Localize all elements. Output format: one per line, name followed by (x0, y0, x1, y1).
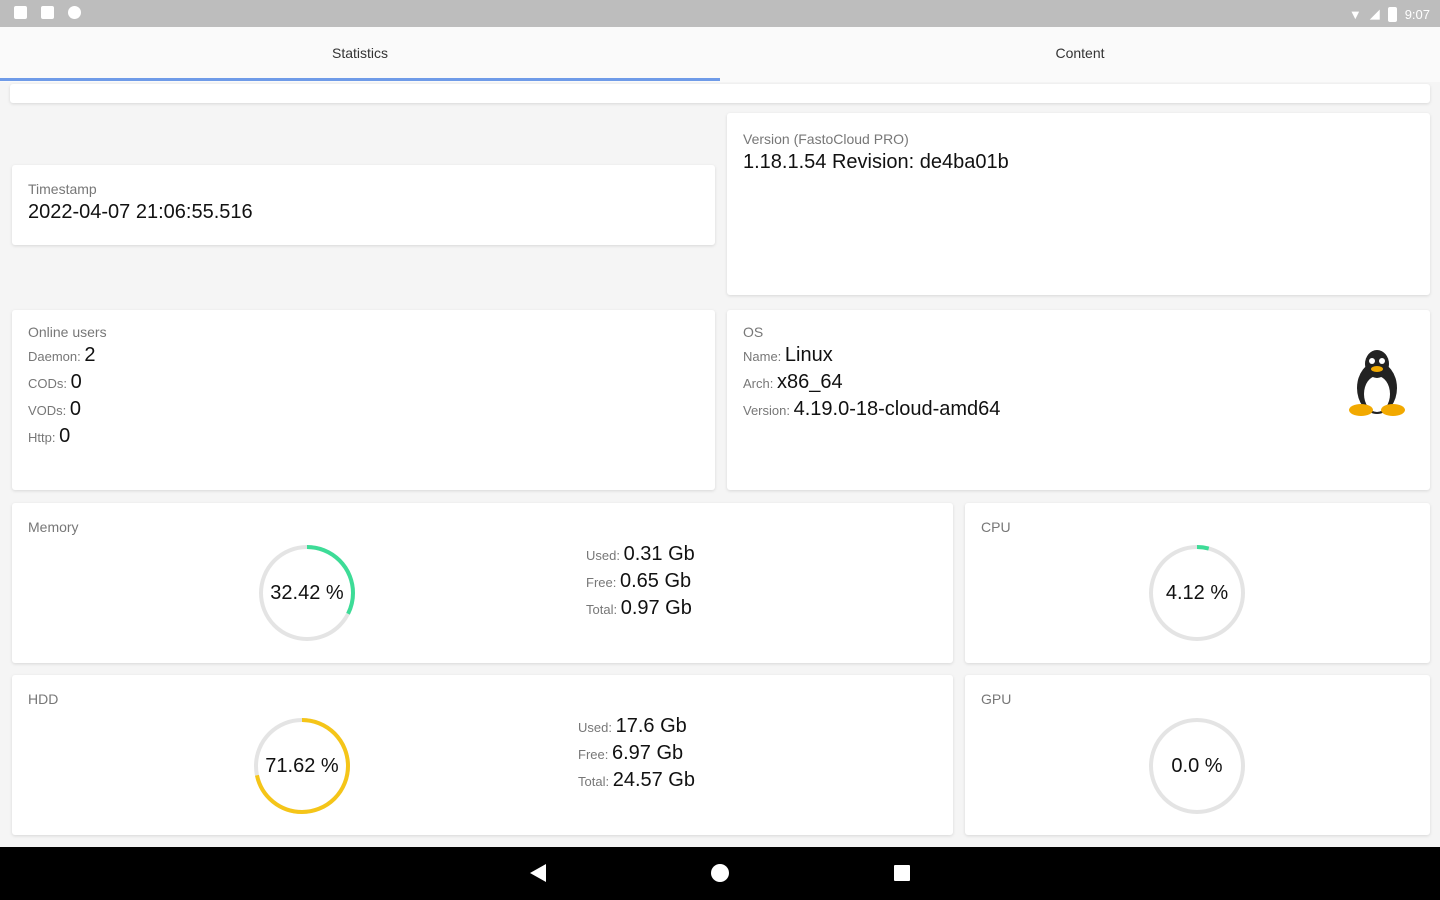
memory-gauge: 32.42 % (257, 543, 357, 643)
status-bar: ▼ ◢ 9:07 (0, 0, 1440, 27)
memory-total-row: Total: 0.97 Gb (586, 597, 692, 619)
gpu-card: GPU 0.0 % (965, 675, 1430, 835)
daemon-row: Daemon: 2 (28, 344, 96, 366)
http-row: Http: 0 (28, 425, 71, 447)
notification-icon (14, 6, 27, 19)
os-version-row: Version: 4.19.0-18-cloud-amd64 (743, 398, 1001, 420)
recents-icon[interactable] (893, 864, 911, 882)
version-card: Version (FastoCloud PRO) 1.18.1.54 Revis… (727, 113, 1430, 295)
hdd-used-row: Used: 17.6 Gb (578, 715, 687, 737)
top-card (10, 84, 1430, 103)
os-card: OS Name: Linux Arch: x86_64 Version: 4.1… (727, 310, 1430, 490)
gauge-track (1149, 718, 1245, 814)
online-users-card: Online users Daemon: 2 CODs: 0 VODs: 0 H… (12, 310, 715, 490)
hdd-gauge: 71.62 % (252, 716, 352, 816)
online-users-label: Online users (28, 324, 107, 340)
hdd-label: HDD (28, 691, 59, 707)
gauge-arc (1149, 545, 1245, 641)
memory-card: Memory 32.42 % Used: 0.31 Gb Free: 0.65 … (12, 503, 953, 663)
cods-row: CODs: 0 (28, 371, 82, 393)
sync-icon (68, 6, 81, 19)
os-name-row: Name: Linux (743, 344, 833, 366)
version-label: Version (FastoCloud PRO) (743, 131, 909, 147)
hdd-total-row: Total: 24.57 Gb (578, 769, 695, 791)
memory-free-row: Free: 0.65 Gb (586, 570, 692, 592)
vods-row: VODs: 0 (28, 398, 82, 420)
wifi-icon: ▼ (1348, 6, 1362, 22)
gauge-arc (254, 718, 350, 814)
tab-bar: Statistics Content (0, 27, 1440, 82)
memory-used-row: Used: 0.31 Gb (586, 543, 695, 565)
tab-content[interactable]: Content (1055, 45, 1105, 61)
os-arch-row: Arch: x86_64 (743, 371, 843, 393)
hdd-free-row: Free: 6.97 Gb (578, 742, 684, 764)
back-icon[interactable] (528, 863, 548, 883)
timestamp-value: 2022-04-07 21:06:55.516 (28, 201, 253, 223)
gpu-label: GPU (981, 691, 1012, 707)
navigation-bar (0, 847, 1440, 900)
home-icon[interactable] (710, 863, 730, 883)
signal-icon: ◢ (1369, 6, 1380, 21)
gpu-gauge: 0.0 % (1147, 716, 1247, 816)
sd-card-icon (41, 6, 54, 19)
cpu-card: CPU 4.12 % (965, 503, 1430, 663)
battery-icon (1387, 6, 1397, 22)
gauge-arc (259, 545, 355, 641)
version-value: 1.18.1.54 Revision: de4ba01b (743, 151, 1009, 173)
timestamp-label: Timestamp (28, 181, 97, 197)
clock: 9:07 (1404, 6, 1430, 22)
tab-statistics[interactable]: Statistics (331, 45, 388, 61)
os-label: OS (743, 324, 764, 340)
cpu-label: CPU (981, 519, 1011, 535)
tab-indicator (0, 78, 720, 81)
hdd-card: HDD 71.62 % Used: 17.6 Gb Free: 6.97 Gb … (12, 675, 953, 835)
linux-tux-icon (1349, 350, 1405, 416)
timestamp-card: Timestamp 2022-04-07 21:06:55.516 (12, 165, 715, 245)
memory-label: Memory (28, 519, 79, 535)
cpu-gauge: 4.12 % (1147, 543, 1247, 643)
